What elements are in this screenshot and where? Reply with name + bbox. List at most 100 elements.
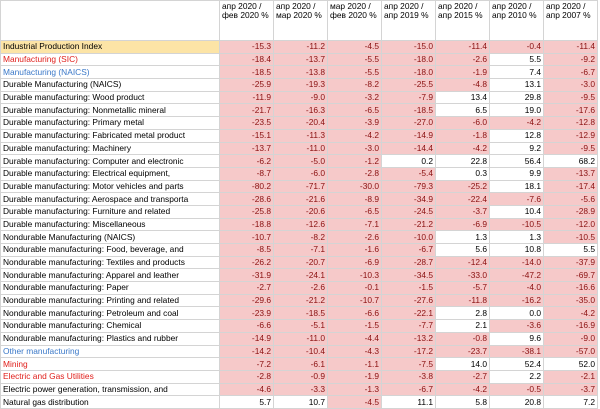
value-cell[interactable]: -9.5 [543, 141, 598, 156]
value-cell[interactable]: -8.7 [219, 166, 274, 181]
value-cell[interactable]: -1.2 [327, 154, 382, 168]
value-cell[interactable]: -10.0 [381, 230, 436, 244]
value-cell[interactable]: -4.5 [327, 40, 382, 54]
value-cell[interactable]: 13.1 [489, 78, 544, 92]
value-cell[interactable]: -2.6 [273, 281, 328, 295]
value-cell[interactable]: -13.8 [273, 65, 328, 80]
value-cell[interactable]: -20.7 [273, 255, 328, 270]
value-cell[interactable]: 0.0 [489, 306, 544, 321]
row-label-cell[interactable]: Nondurable manufacturing: Plastics and r… [0, 331, 220, 346]
value-cell[interactable]: -10.5 [543, 230, 598, 244]
value-cell[interactable]: -9.0 [273, 90, 328, 105]
value-cell[interactable]: -30.0 [327, 179, 382, 194]
value-cell[interactable]: -57.0 [543, 344, 598, 359]
value-cell[interactable]: -11.3 [273, 128, 328, 143]
value-cell[interactable]: -15.1 [219, 128, 274, 143]
value-cell[interactable]: -18.5 [219, 65, 274, 80]
value-cell[interactable]: -5.0 [273, 154, 328, 168]
value-cell[interactable]: -79.3 [381, 179, 436, 194]
value-cell[interactable]: -7.9 [381, 90, 436, 105]
value-cell[interactable]: -2.6 [327, 230, 382, 244]
row-label-cell[interactable]: Manufacturing (SIC) [0, 52, 220, 67]
value-cell[interactable]: -29.6 [219, 293, 274, 308]
value-cell[interactable]: -4.2 [435, 382, 490, 397]
value-cell[interactable]: -14.4 [381, 141, 436, 156]
value-cell[interactable]: -16.2 [489, 293, 544, 308]
value-cell[interactable]: -27.6 [381, 293, 436, 308]
value-cell[interactable]: 20.8 [489, 395, 544, 409]
value-cell[interactable]: -7.1 [273, 243, 328, 257]
row-label-cell[interactable]: Manufacturing (NAICS) [0, 65, 220, 80]
value-cell[interactable]: -10.7 [327, 293, 382, 308]
row-label-cell[interactable]: Durable manufacturing: Machinery [0, 141, 220, 156]
value-cell[interactable]: -21.6 [273, 192, 328, 206]
row-label-cell[interactable]: Durable Manufacturing (NAICS) [0, 78, 220, 92]
row-label-cell[interactable]: Durable manufacturing: Nonmetallic miner… [0, 103, 220, 118]
row-label-cell[interactable]: Durable manufacturing: Aerospace and tra… [0, 192, 220, 206]
value-cell[interactable]: -9.0 [543, 331, 598, 346]
value-cell[interactable]: -12.4 [435, 255, 490, 270]
value-cell[interactable]: -4.3 [327, 344, 382, 359]
value-cell[interactable]: -5.5 [327, 52, 382, 67]
value-cell[interactable]: -6.0 [273, 166, 328, 181]
value-cell[interactable]: -0.8 [435, 331, 490, 346]
value-cell[interactable]: -11.0 [273, 331, 328, 346]
value-cell[interactable]: 29.8 [489, 90, 544, 105]
value-cell[interactable]: -34.9 [381, 192, 436, 206]
header-cell[interactable]: апр 2020 / мар 2020 % [273, 0, 328, 41]
value-cell[interactable]: -3.9 [327, 116, 382, 130]
value-cell[interactable]: 1.3 [435, 230, 490, 244]
row-label-cell[interactable]: Durable manufacturing: Wood product [0, 90, 220, 105]
value-cell[interactable]: -1.1 [327, 357, 382, 371]
value-cell[interactable]: -16.9 [543, 319, 598, 333]
row-label-cell[interactable]: Durable manufacturing: Furniture and rel… [0, 204, 220, 219]
value-cell[interactable]: -17.2 [381, 344, 436, 359]
value-cell[interactable]: 22.8 [435, 154, 490, 168]
value-cell[interactable]: -69.7 [543, 268, 598, 283]
value-cell[interactable]: -6.1 [273, 357, 328, 371]
value-cell[interactable]: -5.6 [543, 192, 598, 206]
value-cell[interactable]: -28.9 [543, 204, 598, 219]
value-cell[interactable]: 18.1 [489, 179, 544, 194]
value-cell[interactable]: -17.6 [543, 103, 598, 118]
value-cell[interactable]: 2.1 [435, 319, 490, 333]
value-cell[interactable]: 1.3 [489, 230, 544, 244]
value-cell[interactable]: 0.2 [381, 154, 436, 168]
value-cell[interactable]: -1.9 [435, 65, 490, 80]
value-cell[interactable]: -18.0 [381, 52, 436, 67]
value-cell[interactable]: -37.9 [543, 255, 598, 270]
value-cell[interactable]: -25.2 [435, 179, 490, 194]
value-cell[interactable]: 56.4 [489, 154, 544, 168]
value-cell[interactable]: -28.6 [219, 192, 274, 206]
value-cell[interactable]: -5.7 [435, 281, 490, 295]
value-cell[interactable]: 6.5 [435, 103, 490, 118]
row-label-cell[interactable]: Nondurable manufacturing: Petroleum and … [0, 306, 220, 321]
value-cell[interactable]: 0.3 [435, 166, 490, 181]
value-cell[interactable]: -4.2 [327, 128, 382, 143]
value-cell[interactable]: -16.6 [543, 281, 598, 295]
row-label-cell[interactable]: Durable manufacturing: Motor vehicles an… [0, 179, 220, 194]
value-cell[interactable]: -6.2 [219, 154, 274, 168]
value-cell[interactable]: -18.0 [381, 65, 436, 80]
value-cell[interactable]: -2.6 [435, 52, 490, 67]
value-cell[interactable]: -21.7 [219, 103, 274, 118]
value-cell[interactable]: 68.2 [543, 154, 598, 168]
value-cell[interactable]: -71.7 [273, 179, 328, 194]
value-cell[interactable]: -8.2 [273, 230, 328, 244]
value-cell[interactable]: -47.2 [489, 268, 544, 283]
value-cell[interactable]: -33.0 [435, 268, 490, 283]
value-cell[interactable]: -1.5 [327, 319, 382, 333]
value-cell[interactable]: -6.6 [327, 306, 382, 321]
value-cell[interactable]: 10.7 [273, 395, 328, 409]
value-cell[interactable]: -23.7 [435, 344, 490, 359]
value-cell[interactable]: 13.4 [435, 90, 490, 105]
value-cell[interactable]: -8.9 [327, 192, 382, 206]
value-cell[interactable]: -23.5 [219, 116, 274, 130]
value-cell[interactable]: -4.2 [489, 116, 544, 130]
value-cell[interactable]: -1.9 [327, 369, 382, 384]
value-cell[interactable]: -4.8 [435, 78, 490, 92]
value-cell[interactable]: -0.9 [273, 369, 328, 384]
value-cell[interactable]: 2.8 [435, 306, 490, 321]
row-label-cell[interactable]: Electric and Gas Utilities [0, 369, 220, 384]
value-cell[interactable]: -17.4 [543, 179, 598, 194]
